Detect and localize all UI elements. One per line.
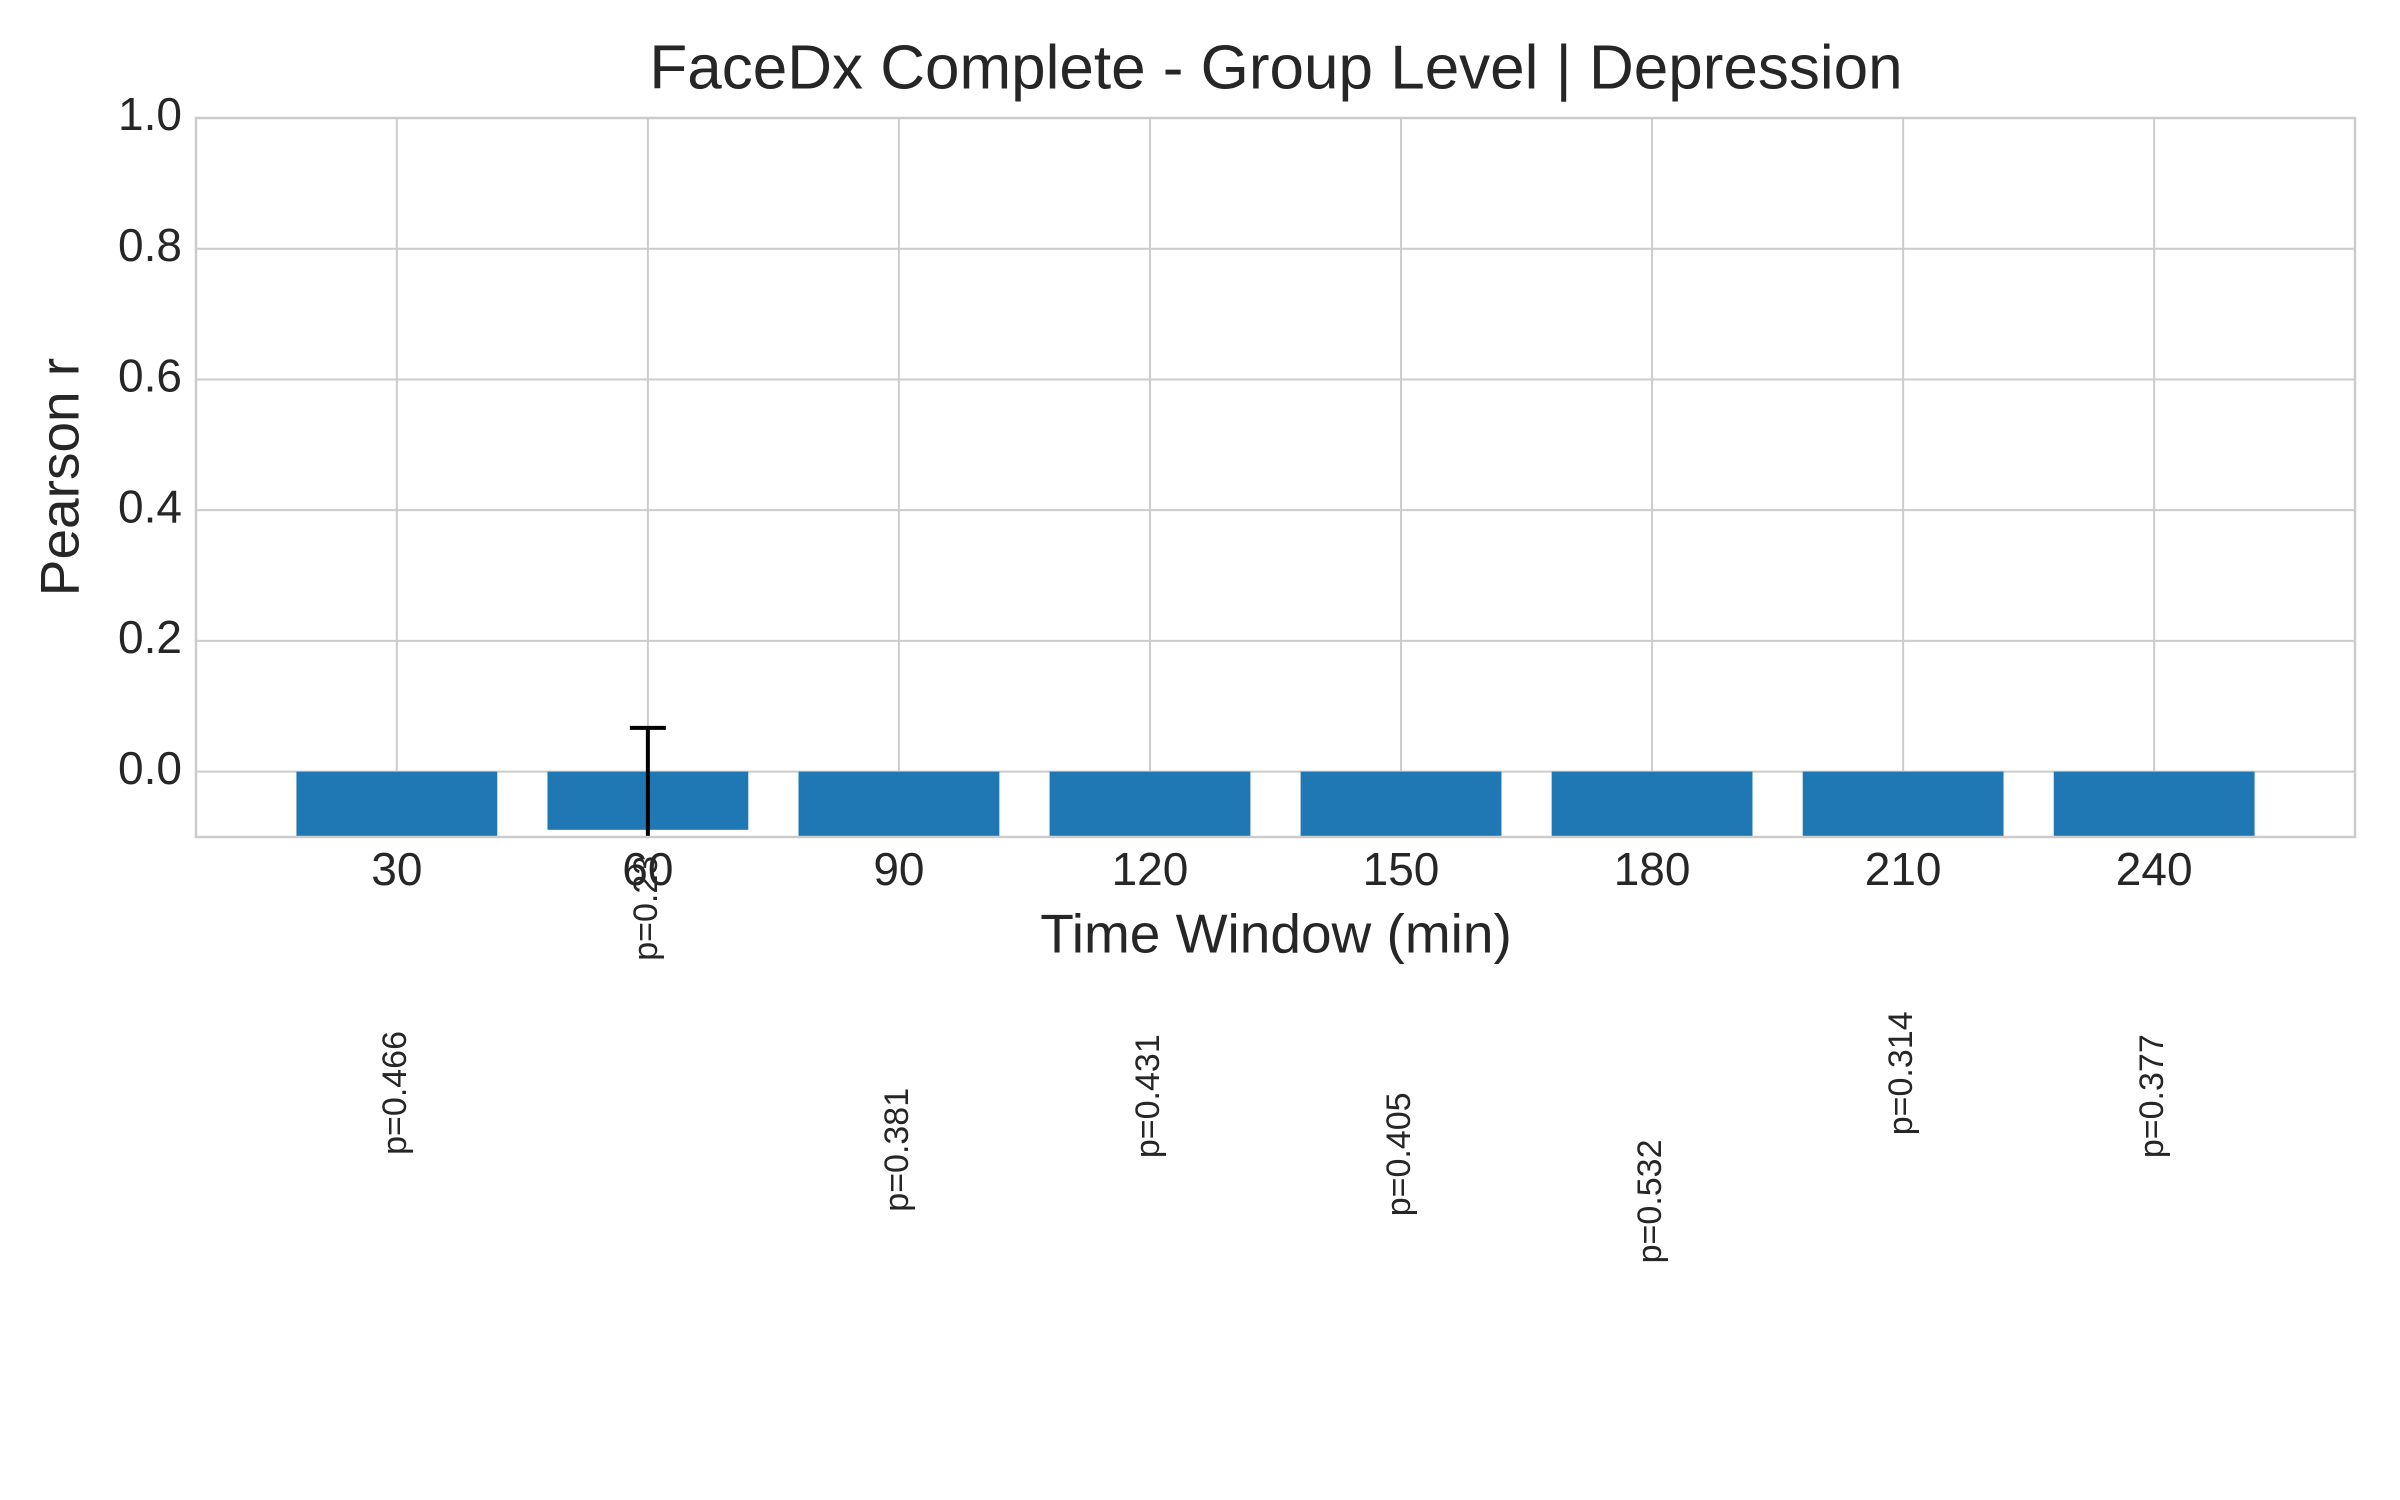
bar [296,771,498,837]
x-tick-label: 180 [1614,843,1691,895]
p-value-label: p=0.381 [878,1088,916,1212]
chart-title: FaceDx Complete - Group Level | Depressi… [649,33,1902,102]
x-tick-label: 240 [2116,843,2193,895]
p-value-label: p=0.466 [376,1031,414,1155]
p-value-label: p=0.314 [1882,1011,1920,1135]
x-axis-label: Time Window (min) [1040,903,1512,965]
x-tick-label: 120 [1112,843,1189,895]
y-tick-label: 0.2 [118,611,182,663]
y-tick-label: 0.6 [118,350,182,402]
bar [1802,771,2004,837]
bar [2053,771,2255,837]
y-tick-label: 1.0 [118,88,182,140]
plot-area [196,118,2355,837]
p-value-label: p=0.23 [627,856,665,961]
bar [1049,771,1251,837]
p-value-label: p=0.532 [1631,1139,1669,1263]
bar [1300,771,1502,837]
y-tick-label: 0.4 [118,480,182,532]
x-tick-label: 210 [1865,843,1942,895]
y-axis-label: Pearson r [29,358,91,596]
p-value-label: p=0.377 [2133,1034,2171,1158]
x-tick-label: 90 [873,843,924,895]
p-value-label: p=0.405 [1380,1092,1418,1216]
x-tick-label: 60 [622,843,673,895]
y-tick-label: 0.8 [118,219,182,271]
p-value-label: p=0.431 [1129,1034,1167,1158]
bar [1551,771,1753,837]
y-tick-label: 0.0 [118,742,182,794]
plot-frame [194,116,2357,839]
x-tick-label: 150 [1363,843,1440,895]
x-tick-label: 30 [371,843,422,895]
bar [798,771,1000,837]
